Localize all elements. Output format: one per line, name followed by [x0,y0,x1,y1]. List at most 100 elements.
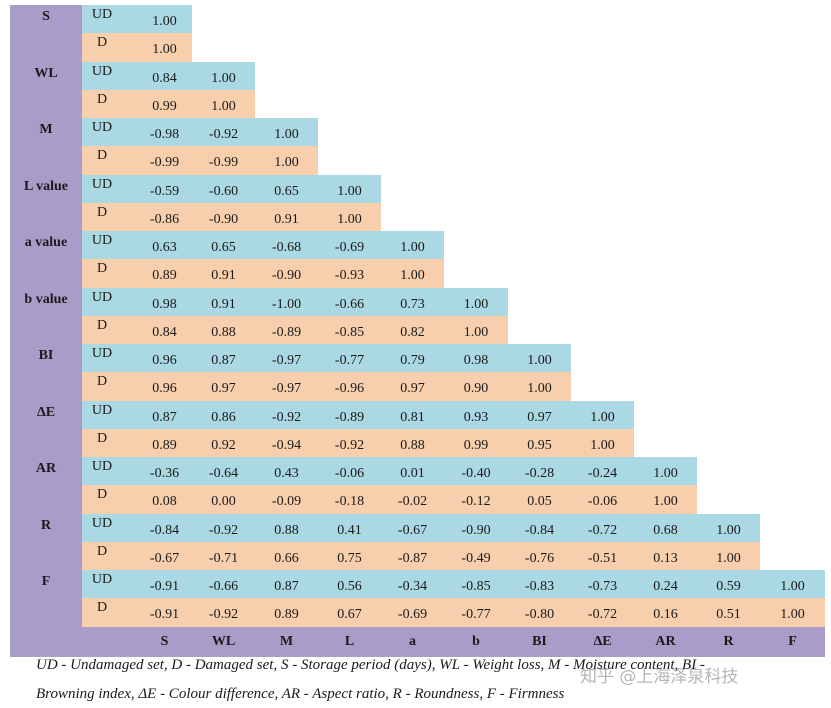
value-cell: 0.92 [211,437,236,453]
d-band [82,89,255,118]
d-band [82,315,508,344]
value-cell: 0.82 [400,324,425,340]
value-cell: -0.77 [334,353,365,369]
set-label: D [96,430,108,446]
value-cell: 0.97 [527,409,552,425]
value-cell: 0.56 [337,579,362,595]
value-cell: 1.00 [400,268,425,284]
value-cell: -0.28 [524,466,555,482]
row-label: AR [35,461,57,476]
value-cell: -0.02 [397,494,428,510]
value-cell: -0.92 [208,607,239,623]
set-label: D [96,317,108,333]
value-cell: 1.00 [152,42,177,58]
value-cell: 0.96 [152,353,177,369]
column-label: S [160,633,169,649]
value-cell: 1.00 [463,324,489,340]
ud-band [82,61,255,90]
value-cell: 1.00 [400,240,425,256]
value-cell: 1.00 [716,522,741,538]
value-cell: 0.89 [152,437,177,453]
set-label: UD [91,7,113,23]
value-cell: -0.34 [397,579,428,595]
value-cell: -0.92 [208,127,239,143]
value-cell: -0.97 [271,353,302,369]
value-cell: -0.80 [524,607,555,623]
value-cell: -0.09 [271,494,302,510]
set-label: UD [91,346,113,362]
footnote: UD - Undamaged set, D - Damaged set, S -… [36,657,705,673]
row-label: S [42,9,50,24]
footnote: Browning index, ΔE - Colour difference, … [36,686,565,702]
value-cell: -0.98 [149,127,180,143]
value-cell: -0.60 [208,183,239,199]
set-label: D [96,600,108,616]
column-label: F [788,633,797,649]
set-label: UD [91,120,113,136]
value-cell: 1.00 [211,98,236,114]
value-cell: 0.65 [274,183,299,199]
d-band [82,598,825,627]
set-label: D [96,487,108,503]
value-cell: -0.69 [334,240,365,256]
value-cell: 0.91 [274,211,299,227]
value-cell: 0.95 [527,437,552,453]
value-cell: 1.00 [590,409,615,425]
column-label: b [472,633,480,649]
ud-band [82,513,760,542]
value-cell: -0.76 [524,550,555,566]
column-label: ΔE [593,633,612,649]
value-cell: -0.92 [208,522,239,538]
value-cell: -0.99 [208,155,239,171]
column-label: WL [211,633,236,649]
value-cell: -0.72 [587,522,618,538]
value-cell: 1.00 [653,494,678,510]
value-cell: -0.86 [149,211,180,227]
value-cell: 0.66 [274,550,299,566]
value-cell: -0.59 [149,183,180,199]
value-cell: -0.91 [149,607,180,623]
value-cell: -0.83 [524,579,555,595]
ud-band [82,287,508,316]
ud-band [82,570,825,599]
column-label: a [409,633,416,649]
value-cell: 0.00 [211,494,236,510]
value-cell: 0.96 [152,381,177,397]
value-cell: 0.99 [463,437,489,453]
value-cell: -0.64 [208,466,239,482]
value-cell: -0.89 [271,324,302,340]
value-cell: 0.91 [211,296,236,312]
value-cell: 0.88 [274,522,299,538]
value-cell: -0.67 [149,550,180,566]
value-cell: 0.73 [400,296,425,312]
value-cell: 0.13 [653,550,678,566]
value-cell: 0.05 [527,494,552,510]
set-label: D [96,374,108,390]
value-cell: 1.00 [590,437,615,453]
d-band [82,259,444,288]
value-cell: -0.06 [587,494,618,510]
value-cell: -0.72 [587,607,618,623]
value-cell: 0.01 [400,466,425,482]
value-cell: -0.06 [334,466,365,482]
value-cell: 0.97 [400,381,425,397]
ud-band [82,118,318,147]
d-band [82,372,571,401]
value-cell: 0.68 [653,522,678,538]
column-label: R [723,633,734,649]
value-cell: 1.00 [527,353,552,369]
bottom-band [10,626,825,657]
set-label: UD [91,176,113,192]
value-cell: 1.00 [463,296,489,312]
row-label: R [40,517,52,533]
value-cell: 0.87 [152,409,177,425]
value-cell: 0.75 [337,550,362,566]
ud-band [82,5,192,34]
side-band [10,5,82,657]
value-cell: 0.51 [716,607,741,623]
value-cell: 0.43 [274,466,299,482]
value-cell: -0.99 [149,155,180,171]
row-label: WL [34,65,58,81]
value-cell: 0.87 [211,353,236,369]
ud-band [82,457,697,486]
